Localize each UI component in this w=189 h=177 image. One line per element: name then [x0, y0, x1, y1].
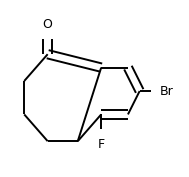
Text: F: F	[98, 138, 105, 151]
Text: O: O	[43, 18, 53, 31]
Text: Br: Br	[160, 84, 173, 98]
